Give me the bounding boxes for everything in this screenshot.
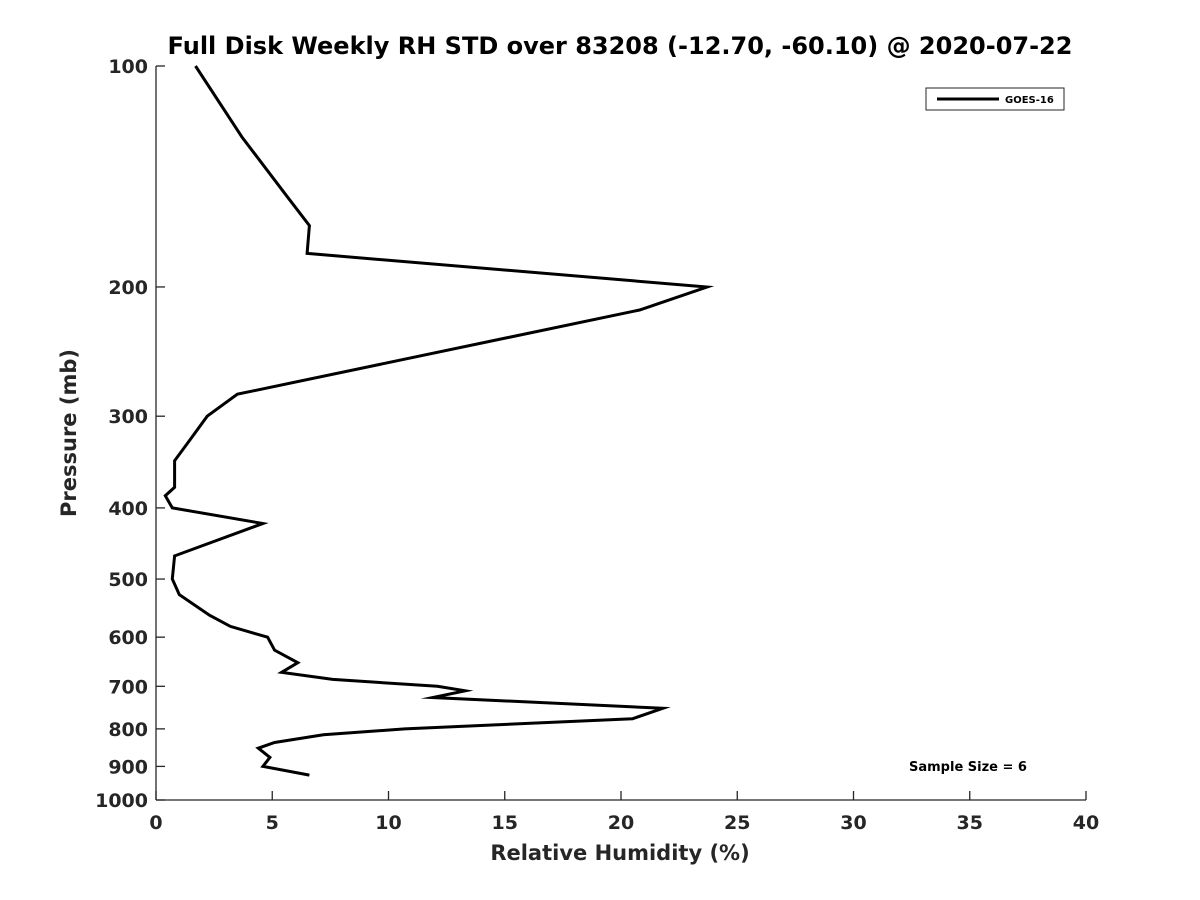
sample-size-annotation: Sample Size = 6 xyxy=(909,760,1027,775)
y-tick-label-100: 100 xyxy=(108,56,148,78)
x-tick-label-10: 10 xyxy=(375,812,401,834)
legend-label-goes-16: GOES-16 xyxy=(1005,95,1054,106)
x-tick-label-40: 40 xyxy=(1073,812,1099,834)
x-tick-label-0: 0 xyxy=(149,812,162,834)
axes xyxy=(155,66,1086,801)
y-tick-label-600: 600 xyxy=(108,627,148,649)
x-tick-label-20: 20 xyxy=(608,812,634,834)
y-tick-label-700: 700 xyxy=(108,676,148,698)
y-tick-label-400: 400 xyxy=(108,498,148,520)
y-tick-label-900: 900 xyxy=(108,756,148,778)
x-tick-label-30: 30 xyxy=(840,812,866,834)
ticks: 0 5 10 15 20 25 30 35 40 100 200 300 400 500 600 700 800… xyxy=(95,56,1099,834)
legend: GOES-16 xyxy=(925,87,1065,111)
y-axis-label: Pressure (mb) xyxy=(57,349,81,517)
y-tick-label-800: 800 xyxy=(108,719,148,741)
x-tick-label-15: 15 xyxy=(492,812,518,834)
y-tick-label-300: 300 xyxy=(108,406,148,428)
x-tick-label-5: 5 xyxy=(266,812,279,834)
y-tick-label-500: 500 xyxy=(108,569,148,591)
x-axis-label: Relative Humidity (%) xyxy=(490,841,749,865)
series-layer xyxy=(163,65,715,777)
y-tick-label-200: 200 xyxy=(108,277,148,299)
chart-title: Full Disk Weekly RH STD over 83208 (-12.… xyxy=(168,32,1073,60)
x-tick-label-25: 25 xyxy=(724,812,750,834)
y-tick-label-1000: 1000 xyxy=(95,790,148,812)
series-line-goes-16 xyxy=(163,65,715,777)
x-tick-label-35: 35 xyxy=(957,812,983,834)
